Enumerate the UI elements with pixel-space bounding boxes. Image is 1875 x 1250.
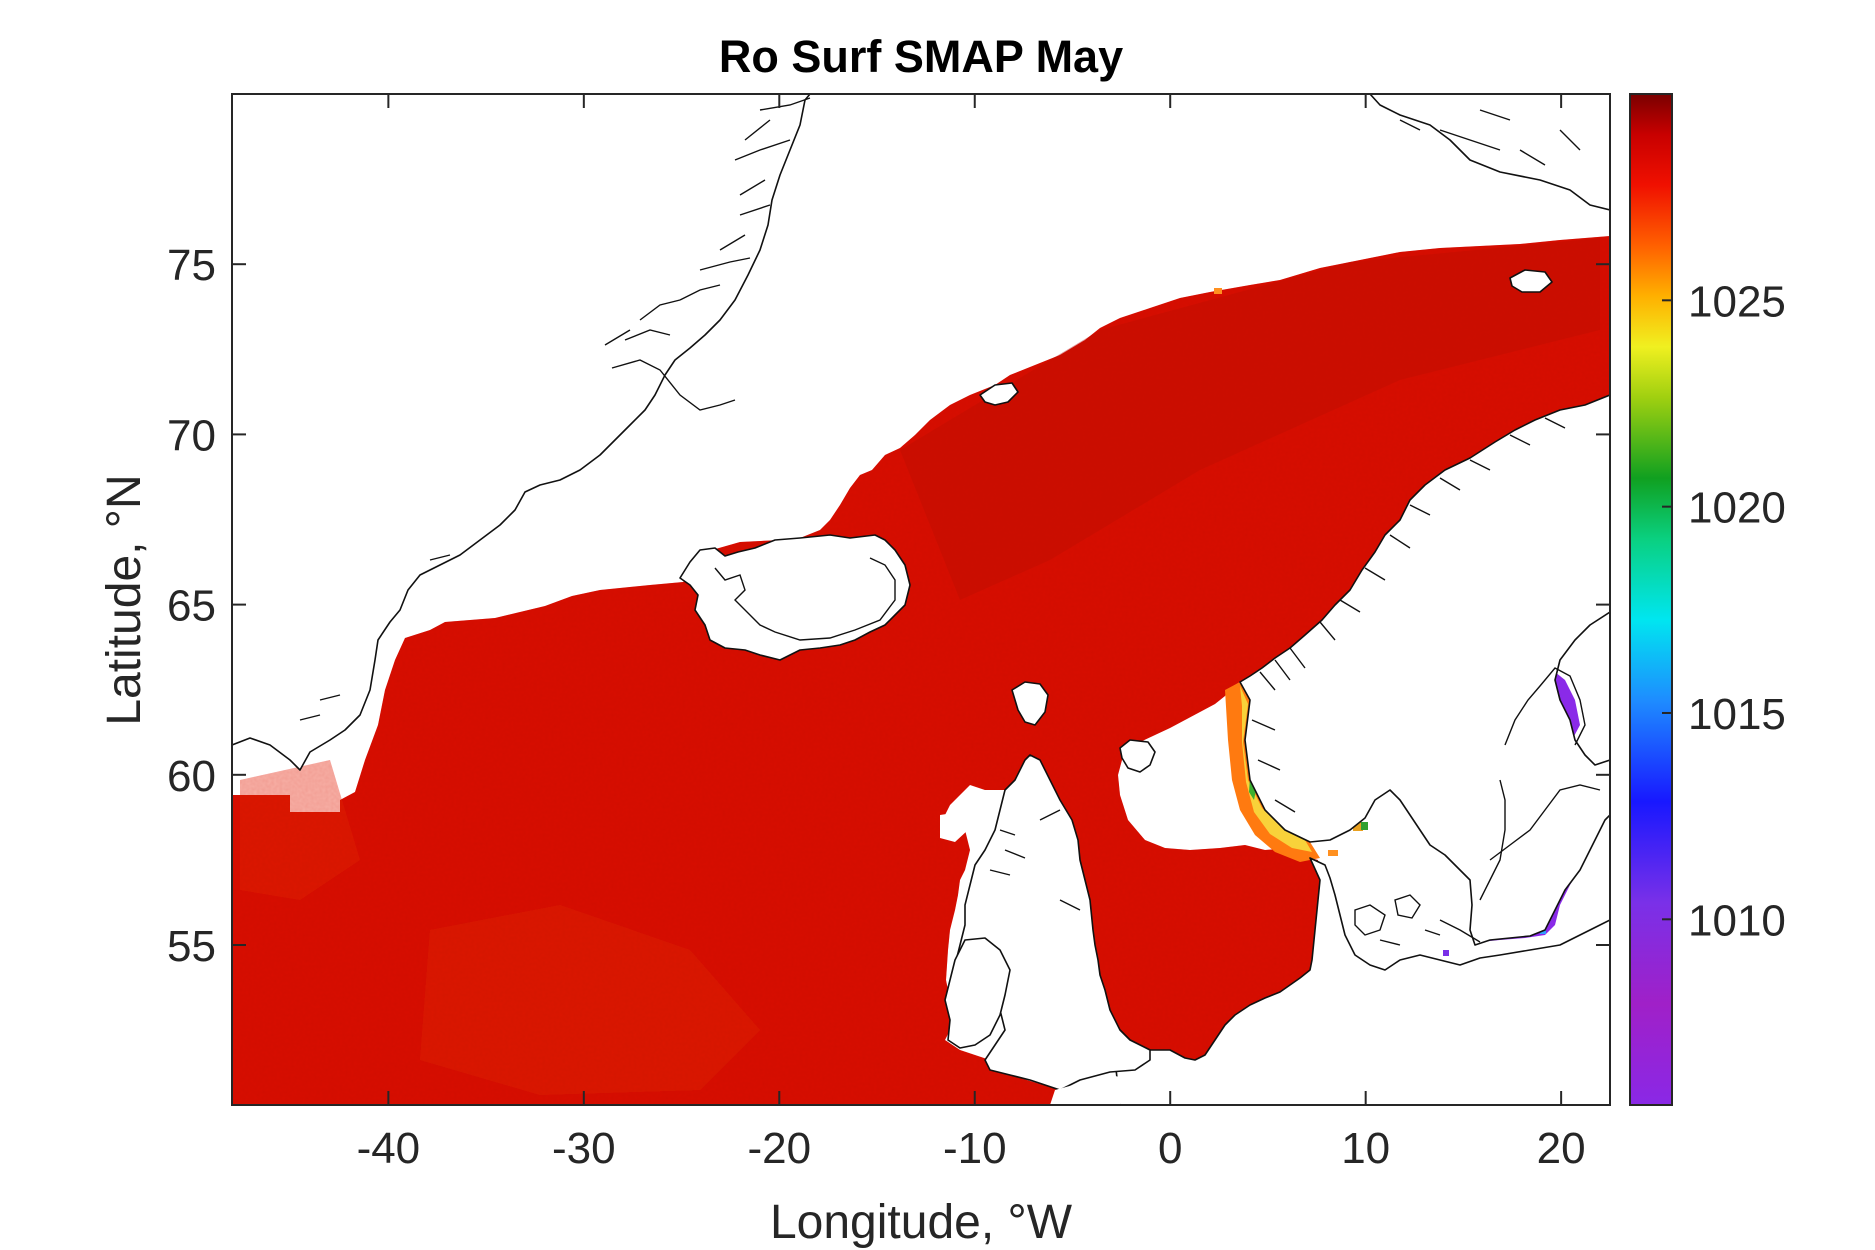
x-tick-label: 20 bbox=[1537, 1124, 1586, 1173]
britain-landmass bbox=[954, 754, 1151, 1091]
x-tick-label: -20 bbox=[747, 1124, 811, 1173]
x-tick-label: -40 bbox=[357, 1124, 421, 1173]
jan-mayen-island bbox=[979, 382, 1019, 406]
x-tick-label: 10 bbox=[1341, 1124, 1390, 1173]
colorbar-ticks: 1010 1015 1020 1025 bbox=[1662, 277, 1786, 945]
iceland-landmass bbox=[679, 534, 911, 661]
y-tick-label: 75 bbox=[167, 241, 216, 290]
svalbard-landmass bbox=[1369, 94, 1610, 211]
y-tick-label: 55 bbox=[167, 922, 216, 971]
colorbar-gradient bbox=[1630, 94, 1672, 1105]
colorbar-tick-label: 1010 bbox=[1688, 896, 1786, 945]
coastal-current-band bbox=[1249, 778, 1256, 800]
density-pixel bbox=[1214, 288, 1222, 294]
colorbar: 1010 1015 1020 1025 bbox=[1629, 93, 1786, 1106]
x-axis: -40 -30 -20 -10 0 10 20 bbox=[357, 94, 1586, 1173]
data-gap-halo bbox=[940, 812, 968, 842]
baltic-coastline bbox=[1439, 784, 1601, 943]
x-tick-label: -30 bbox=[552, 1124, 616, 1173]
y-tick-label: 70 bbox=[167, 411, 216, 460]
density-field bbox=[232, 236, 1610, 1105]
shetland-islands bbox=[1119, 739, 1156, 773]
coastal-current-band bbox=[1225, 682, 1320, 862]
x-tick-label: -10 bbox=[943, 1124, 1007, 1173]
ocean-density-region bbox=[232, 236, 1610, 1105]
bear-island bbox=[1509, 269, 1553, 293]
coastal-current-band bbox=[1240, 686, 1312, 852]
y-tick-label: 60 bbox=[167, 752, 216, 801]
density-pixel bbox=[1353, 822, 1363, 831]
plot-frame bbox=[231, 93, 1611, 1106]
data-gap-halo bbox=[1050, 1075, 1135, 1105]
density-pixel bbox=[1328, 850, 1338, 856]
x-tick-label: 0 bbox=[1158, 1124, 1182, 1173]
ireland-landmass bbox=[944, 937, 1011, 1049]
colorbar-tick-label: 1025 bbox=[1688, 277, 1786, 326]
map-plot-area bbox=[232, 94, 1610, 1105]
iceland-coastline bbox=[714, 557, 896, 641]
density-pixel bbox=[1443, 950, 1449, 956]
density-pixel bbox=[1361, 822, 1368, 830]
colorbar-tick-label: 1020 bbox=[1688, 484, 1786, 533]
gulf-of-bothnia-coast bbox=[1479, 667, 1586, 901]
density-variation-patch bbox=[900, 238, 1600, 600]
svalbard-fjords bbox=[1399, 109, 1581, 166]
colorbar-tick-label: 1015 bbox=[1688, 690, 1786, 739]
greenland-landmass bbox=[232, 94, 811, 771]
density-variation-patch bbox=[240, 760, 360, 900]
y-tick-label: 65 bbox=[167, 582, 216, 631]
density-variation-patch bbox=[420, 905, 760, 1095]
greenland-fjords bbox=[299, 97, 811, 721]
faroe-islands bbox=[1011, 681, 1049, 726]
chart-title: Ro Surf SMAP May bbox=[719, 31, 1123, 82]
y-axis-label: Latitude, °N bbox=[98, 474, 151, 725]
norway-fjords bbox=[1251, 417, 1566, 813]
scotland-coastline bbox=[989, 809, 1081, 911]
y-axis: 55 60 65 70 75 bbox=[167, 241, 1610, 971]
scandinavia-landmass bbox=[1239, 394, 1610, 946]
x-axis-label: Longitude, °W bbox=[770, 1196, 1073, 1249]
danish-islands-coast bbox=[1354, 894, 1441, 946]
colorbar-frame bbox=[1629, 93, 1673, 1106]
